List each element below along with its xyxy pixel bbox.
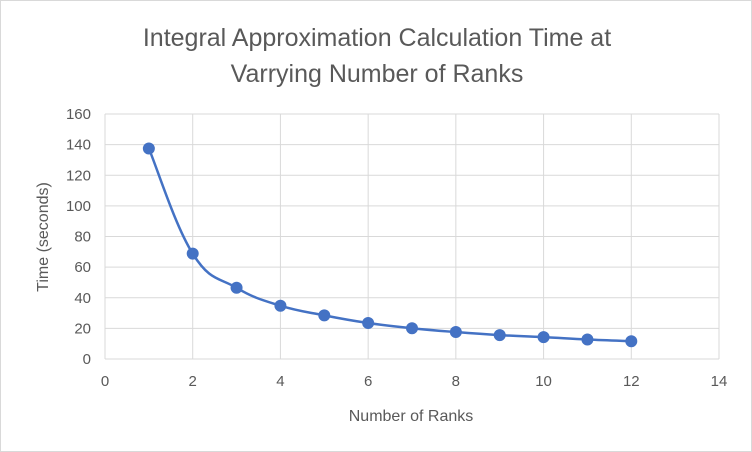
series-layer bbox=[142, 142, 638, 348]
data-point bbox=[537, 331, 550, 344]
data-point bbox=[625, 335, 638, 348]
x-axis-title: Number of Ranks bbox=[349, 408, 474, 425]
x-tick-label: 12 bbox=[623, 373, 640, 390]
data-point bbox=[230, 281, 243, 294]
x-tick-label: 10 bbox=[535, 373, 552, 390]
x-tick-label: 14 bbox=[711, 373, 728, 390]
y-tick-label: 100 bbox=[66, 198, 91, 215]
y-tick-label: 160 bbox=[66, 106, 91, 123]
x-tick-label: 4 bbox=[276, 373, 284, 390]
y-tick-label: 120 bbox=[66, 167, 91, 184]
y-axis-title: Time (seconds) bbox=[35, 182, 52, 292]
chart-title-line-1: Integral Approximation Calculation Time … bbox=[143, 24, 611, 52]
y-tick-label: 20 bbox=[74, 320, 91, 337]
data-point bbox=[493, 329, 506, 342]
data-point bbox=[581, 333, 594, 346]
y-tick-label: 140 bbox=[66, 137, 91, 154]
data-point bbox=[362, 317, 375, 330]
data-point bbox=[318, 309, 331, 322]
x-tick-label: 0 bbox=[101, 373, 109, 390]
y-tick-label: 40 bbox=[74, 290, 91, 307]
series-line bbox=[147, 147, 632, 343]
data-point bbox=[406, 322, 418, 335]
y-tick-label: 0 bbox=[83, 351, 91, 368]
chart-title-line-2: Varrying Number of Ranks bbox=[231, 60, 524, 88]
x-tick-label: 6 bbox=[364, 373, 372, 390]
data-point bbox=[186, 247, 199, 260]
y-tick-label: 80 bbox=[74, 229, 91, 246]
x-tick-label: 2 bbox=[189, 373, 197, 390]
data-point bbox=[142, 142, 155, 155]
data-point bbox=[274, 299, 287, 312]
y-tick-label: 60 bbox=[74, 259, 91, 276]
data-point bbox=[449, 326, 462, 339]
x-tick-label: 8 bbox=[452, 373, 460, 390]
